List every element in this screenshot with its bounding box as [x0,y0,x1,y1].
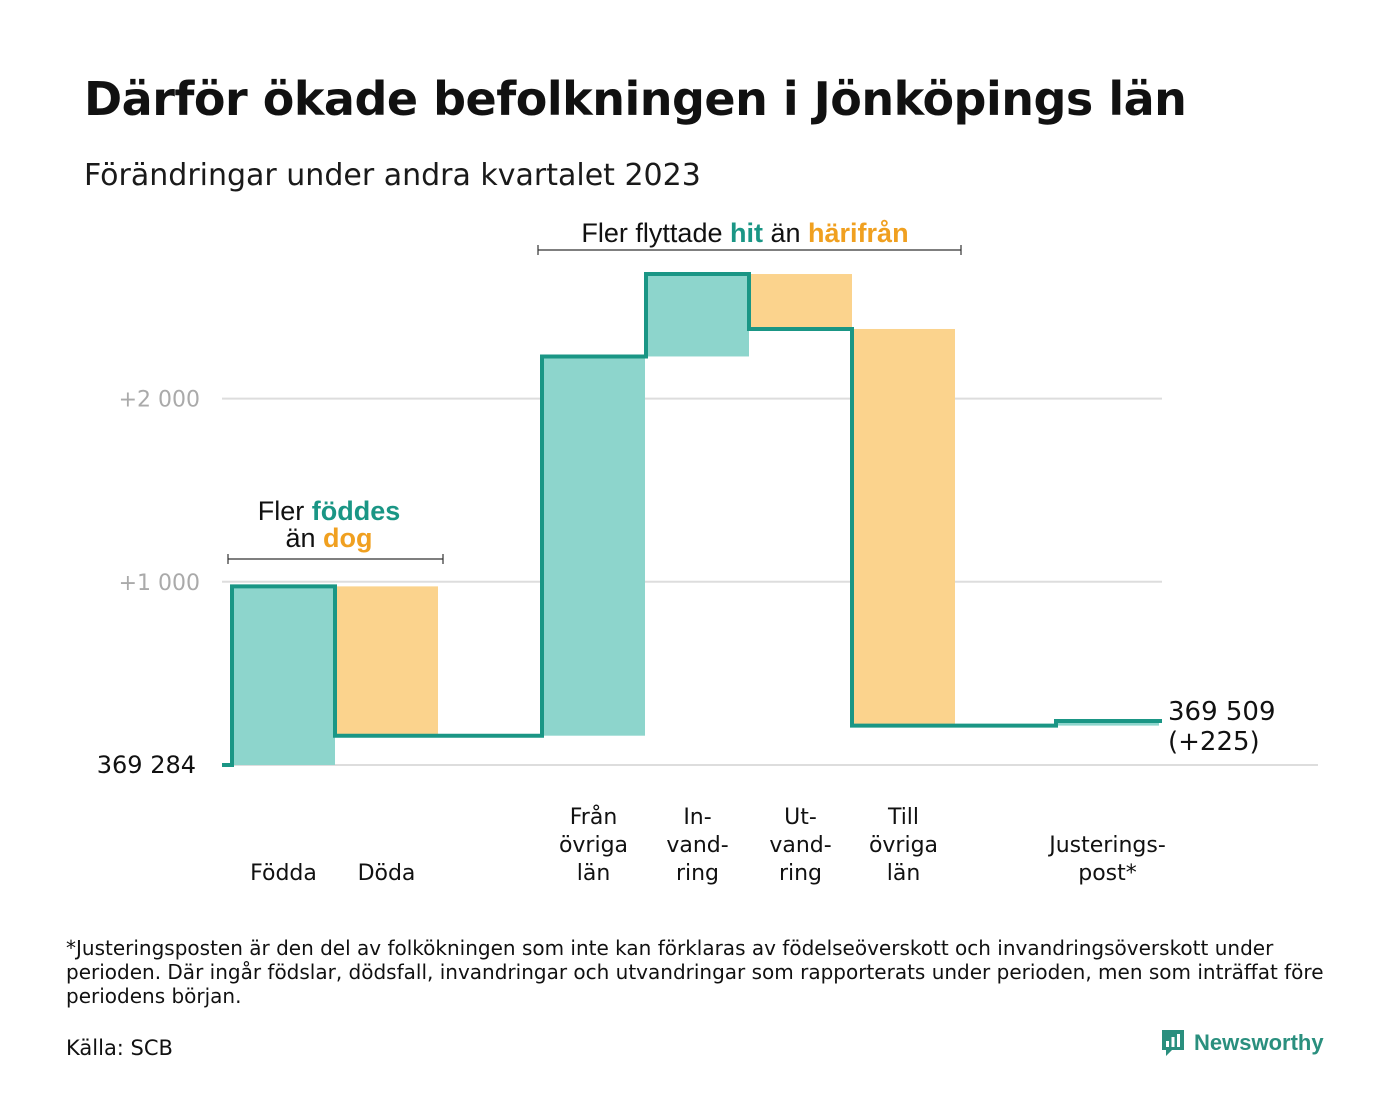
x-axis-label: Födda [250,861,317,886]
x-axis-label: Från övriga län [559,804,628,886]
bar [1056,721,1159,726]
source-credit: Källa: SCB [66,1036,173,1060]
births-annotation-line1: Fler föddes [258,496,401,526]
y-tick-label: +2 000 [119,388,200,413]
waterfall-chart: +1 000 +2 000 369 284 Födda Döda Från övriga l… [97,218,1318,886]
end-change-label: (+225) [1168,727,1260,757]
x-axis-label-line: Födda [250,861,317,886]
newsworthy-logo-icon [1162,1030,1184,1056]
bar [232,586,335,765]
y-tick-label: +1 000 [119,571,200,596]
x-axis-label: Justerings-post* [1047,833,1166,886]
brand-logo: Newsworthy [1160,1028,1324,1058]
x-axis-label-line: län [887,861,921,886]
x-axis-label-line: Till [887,805,919,830]
x-axis-label-line: In- [683,805,711,830]
migration-annotation-harifran: härifrån [808,218,909,248]
bars [232,274,1159,765]
migration-annotation: Fler flyttade hit än härifrån [581,218,908,248]
x-axis-label-line: Ut- [784,805,817,830]
x-axis-label-line: vand- [769,833,831,858]
births-annotation-bracket [227,554,444,564]
bar [335,586,438,736]
x-axis-label-line: Justerings- [1047,833,1166,858]
x-axis-label-line: ring [779,861,822,886]
x-axis-label-line: ring [676,861,719,886]
births-annotation-line2: än dog [285,523,372,553]
deaths-annotation-highlight: dog [323,523,372,553]
migration-annotation-bracket [537,245,962,255]
migration-annotation-prefix: Fler flyttade [581,218,730,248]
x-axis-label: Döda [358,861,416,886]
migration-annotation-mid: än [763,218,808,248]
bar [542,356,645,736]
baseline-label: 369 284 [97,751,196,779]
chart-title: Därför ökade befolkningen i Jönköpings l… [84,72,1187,126]
x-axis-label-line: Från [570,804,618,830]
footnote: *Justeringsposten är den del av folkökni… [66,936,1324,1008]
bar [646,274,749,357]
chart-subtitle: Förändringar under andra kvartalet 2023 [84,158,701,193]
births-annotation-prefix: Fler [258,496,312,526]
x-axis-label-line: län [577,861,611,886]
y-axis-labels: +1 000 +2 000 369 284 [97,388,200,779]
x-axis-label-line: Döda [358,861,416,886]
end-value-label: 369 509 [1168,697,1276,727]
brand-name: Newsworthy [1194,1030,1324,1055]
x-axis-label: Till övriga län [869,805,938,886]
x-axis-label-line: övriga [869,833,938,858]
deaths-annotation-prefix: än [285,523,323,553]
migration-annotation-hit: hit [730,218,763,248]
grid-lines [222,397,1318,766]
x-axis-label: In-vand-ring [666,805,728,886]
x-axis-label-line: vand- [666,833,728,858]
births-annotation-highlight: föddes [312,496,401,526]
bar [749,274,852,329]
x-axis-label-line: post* [1078,861,1137,886]
running-total-line [222,272,1162,767]
bar [852,328,955,726]
x-axis-label-line: övriga [559,833,628,858]
x-axis-label: Ut-vand-ring [769,805,831,886]
